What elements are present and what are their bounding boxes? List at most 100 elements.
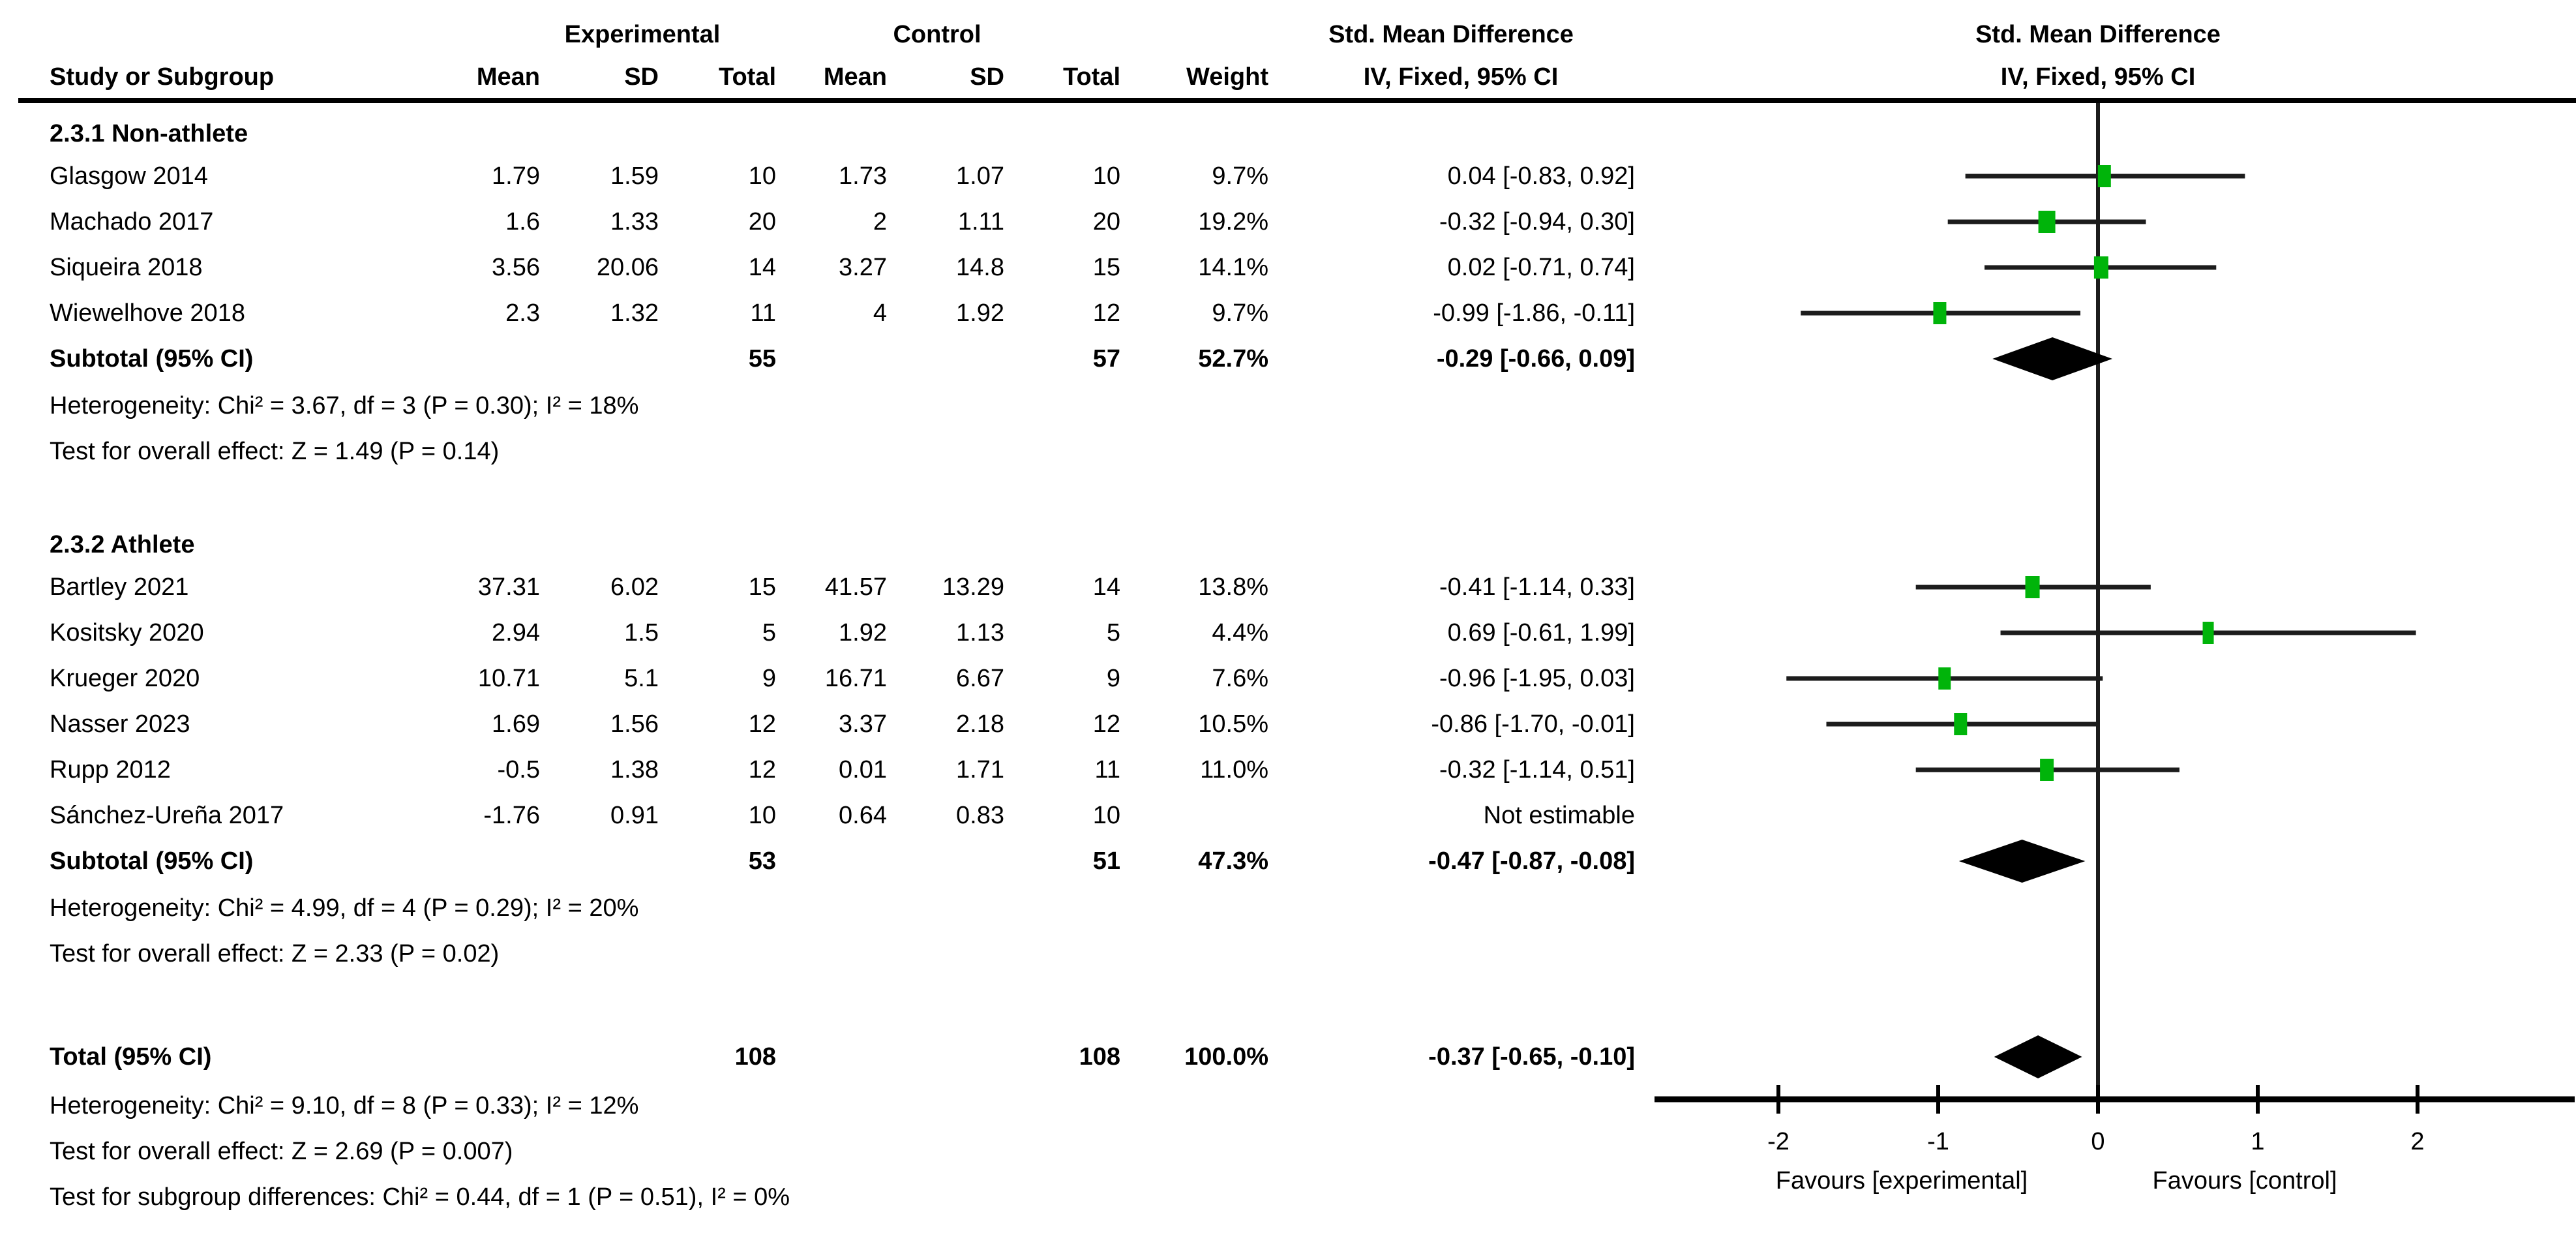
smd-ci-text: -0.29 [-0.66, 0.09] xyxy=(1436,345,1635,373)
col-study-header: Study or Subgroup xyxy=(50,63,275,91)
ctl-mean: 3.37 xyxy=(839,710,887,738)
study-name: Rupp 2012 xyxy=(50,756,171,784)
smd-ci-text: 0.04 [-0.83, 0.92] xyxy=(1447,162,1635,190)
exp-sd: 1.38 xyxy=(610,756,659,784)
heterogeneity-text: Heterogeneity: Chi² = 4.99, df = 4 (P = … xyxy=(50,894,639,922)
exp-total: 5 xyxy=(762,619,776,647)
study-name: Subtotal (95% CI) xyxy=(50,345,254,373)
ctl-total: 10 xyxy=(1092,802,1120,829)
weight: 100.0% xyxy=(1184,1043,1268,1071)
effect-marker xyxy=(1938,667,1951,690)
ctl-total: 12 xyxy=(1092,299,1120,327)
ctl-mean: 1.92 xyxy=(839,619,887,647)
ctl-sd: 1.71 xyxy=(956,756,1004,784)
smd-ci-text: 0.69 [-0.61, 1.99] xyxy=(1447,619,1635,647)
ctl-sd: 6.67 xyxy=(956,665,1004,692)
ctl-total: 14 xyxy=(1092,573,1120,601)
weight: 9.7% xyxy=(1212,299,1268,327)
stats-row: Heterogeneity: Chi² = 4.99, df = 4 (P = … xyxy=(0,885,2576,931)
study-name: Bartley 2021 xyxy=(50,573,189,601)
ctl-sd: 1.07 xyxy=(956,162,1004,190)
col-ctl-sd-header: SD xyxy=(970,63,1004,91)
study-row: Glasgow 2014 1.79 1.59 10 1.73 1.07 10 9.7% 0.04… xyxy=(0,153,2576,199)
ctl-total: 11 xyxy=(1094,756,1120,784)
header-divider-line xyxy=(18,98,2576,103)
exp-total: 12 xyxy=(748,756,776,784)
ctl-sd: 1.13 xyxy=(956,619,1004,647)
exp-total: 10 xyxy=(748,802,776,829)
stats-row: Test for overall effect: Z = 2.69 (P = 0… xyxy=(0,1129,2576,1174)
weight: 14.1% xyxy=(1198,254,1268,281)
tick-label: 2 xyxy=(2410,1128,2424,1155)
col-exp-sd-header: SD xyxy=(624,63,659,91)
exp-sd: 1.32 xyxy=(610,299,659,327)
study-row: Kositsky 2020 2.94 1.5 5 1.92 1.13 5 4.4% 0.69 [… xyxy=(0,610,2576,656)
exp-sd: 1.56 xyxy=(610,710,659,738)
effect-marker xyxy=(1954,713,1968,735)
ctl-total: 15 xyxy=(1092,254,1120,281)
ctl-total: 9 xyxy=(1106,665,1120,692)
exp-sd: 1.5 xyxy=(624,619,659,647)
ctl-mean: 2 xyxy=(873,208,887,236)
exp-mean: 2.94 xyxy=(492,619,540,647)
study-row: Sánchez-Ureña 2017 -1.76 0.91 10 0.64 0.83 10 N… xyxy=(0,793,2576,838)
ctl-mean: 16.71 xyxy=(824,665,887,692)
smd-ci-text: -0.96 [-1.95, 0.03] xyxy=(1439,665,1635,692)
exp-mean: 1.69 xyxy=(492,710,540,738)
favours-right-label: Favours [control] xyxy=(2153,1167,2337,1195)
heterogeneity-text: Heterogeneity: Chi² = 3.67, df = 3 (P = … xyxy=(50,392,639,419)
pooled-diamond xyxy=(1994,1035,2082,1078)
col-method-header-right: IV, Fixed, 95% CI xyxy=(2000,63,2196,91)
control-group-header: Control xyxy=(893,21,981,48)
exp-sd: 20.06 xyxy=(596,254,659,281)
exp-total: 108 xyxy=(734,1043,776,1071)
heterogeneity-text: Heterogeneity: Chi² = 9.10, df = 8 (P = … xyxy=(50,1092,639,1119)
study-row: Bartley 2021 37.31 6.02 15 41.57 13.29 14 13.8%… xyxy=(0,564,2576,610)
weight: 10.5% xyxy=(1198,710,1268,738)
ctl-total: 20 xyxy=(1092,208,1120,236)
col-ctl-total-header: Total xyxy=(1063,63,1120,91)
subgroup-label: 2.3.1 Non-athlete xyxy=(50,120,248,147)
col-method-header-left: IV, Fixed, 95% CI xyxy=(1363,63,1559,91)
effect-marker xyxy=(2025,576,2040,598)
smd-ci-text: -0.86 [-1.70, -0.01] xyxy=(1431,710,1635,738)
exp-sd: 5.1 xyxy=(624,665,659,692)
exp-mean: -1.76 xyxy=(483,802,540,829)
exp-mean: 1.79 xyxy=(492,162,540,190)
weight: 11.0% xyxy=(1200,756,1268,784)
pooled-diamond xyxy=(1992,337,2113,380)
ctl-total: 108 xyxy=(1079,1043,1120,1071)
exp-total: 10 xyxy=(748,162,776,190)
ctl-total: 12 xyxy=(1092,710,1120,738)
exp-mean: 37.31 xyxy=(477,573,540,601)
ctl-sd: 13.29 xyxy=(942,573,1004,601)
study-name: Krueger 2020 xyxy=(50,665,200,692)
study-row: Nasser 2023 1.69 1.56 12 3.37 2.18 12 10.5% -0.8… xyxy=(0,701,2576,747)
smd-ci-text: -0.99 [-1.86, -0.11] xyxy=(1433,299,1635,327)
exp-total: 53 xyxy=(748,847,776,875)
ctl-sd: 2.18 xyxy=(956,710,1004,738)
ctl-sd: 1.92 xyxy=(956,299,1004,327)
effect-marker xyxy=(2040,759,2054,781)
weight: 52.7% xyxy=(1198,345,1268,373)
study-row: Siqueira 2018 3.56 20.06 14 3.27 14.8 15 14.1% 0… xyxy=(0,245,2576,290)
exp-mean: 2.3 xyxy=(505,299,540,327)
study-name: Total (95% CI) xyxy=(50,1043,212,1071)
exp-total: 14 xyxy=(748,254,776,281)
tick-label: 0 xyxy=(2091,1128,2104,1155)
ctl-mean: 0.01 xyxy=(839,756,887,784)
smd-ci-text: -0.47 [-0.87, -0.08] xyxy=(1428,847,1635,875)
tick-label: -1 xyxy=(1927,1128,1949,1155)
study-name: Wiewelhove 2018 xyxy=(50,299,245,327)
favours-left-label: Favours [experimental] xyxy=(1776,1167,2028,1195)
col-exp-mean-header: Mean xyxy=(476,63,540,91)
overall-effect-text: Test for overall effect: Z = 2.33 (P = 0… xyxy=(50,940,500,967)
smd-ci-text: -0.37 [-0.65, -0.10] xyxy=(1428,1043,1635,1071)
effect-marker xyxy=(2038,211,2056,233)
study-row: Machado 2017 1.6 1.33 20 2 1.11 20 19.2% -0.32 [… xyxy=(0,199,2576,245)
ctl-mean: 4 xyxy=(873,299,887,327)
effect-marker xyxy=(2093,256,2108,279)
study-name: Glasgow 2014 xyxy=(50,162,208,190)
